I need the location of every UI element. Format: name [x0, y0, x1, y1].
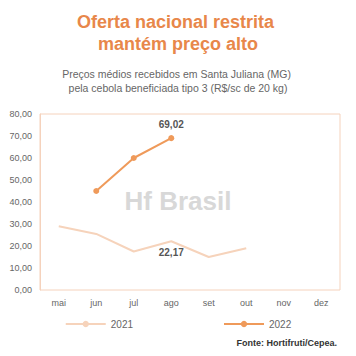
svg-text:dez: dez	[314, 298, 329, 308]
svg-text:70,00: 70,00	[9, 131, 32, 141]
svg-text:nov: nov	[276, 298, 291, 308]
svg-text:69,02: 69,02	[159, 119, 184, 130]
svg-text:Preços médios recebidos em San: Preços médios recebidos em Santa Juliana…	[62, 68, 294, 80]
svg-text:0,00: 0,00	[14, 285, 32, 295]
svg-text:pela cebola beneficiada tipo 3: pela cebola beneficiada tipo 3 (R$/sc de…	[69, 82, 288, 94]
svg-text:22,17: 22,17	[159, 247, 184, 258]
svg-text:20,00: 20,00	[9, 241, 32, 251]
svg-text:10,00: 10,00	[9, 263, 32, 273]
svg-text:80,00: 80,00	[9, 109, 32, 119]
svg-text:set: set	[203, 298, 216, 308]
svg-text:50,00: 50,00	[9, 175, 32, 185]
svg-text:out: out	[240, 298, 253, 308]
svg-text:40,00: 40,00	[9, 197, 32, 207]
svg-text:30,00: 30,00	[9, 219, 32, 229]
svg-text:ago: ago	[164, 298, 179, 308]
svg-text:jul: jul	[128, 298, 138, 308]
svg-text:2022: 2022	[269, 319, 292, 330]
svg-text:Oferta nacional restrita: Oferta nacional restrita	[77, 12, 279, 32]
svg-text:Hf Brasil: Hf Brasil	[125, 186, 232, 216]
svg-text:mantém preço alto: mantém preço alto	[98, 34, 258, 54]
svg-text:mai: mai	[51, 298, 66, 308]
svg-text:60,00: 60,00	[9, 153, 32, 163]
svg-text:2021: 2021	[111, 319, 134, 330]
svg-text:Fonte: Hortifruti/Cepea.: Fonte: Hortifruti/Cepea.	[237, 338, 338, 348]
svg-text:jun: jun	[89, 298, 102, 308]
